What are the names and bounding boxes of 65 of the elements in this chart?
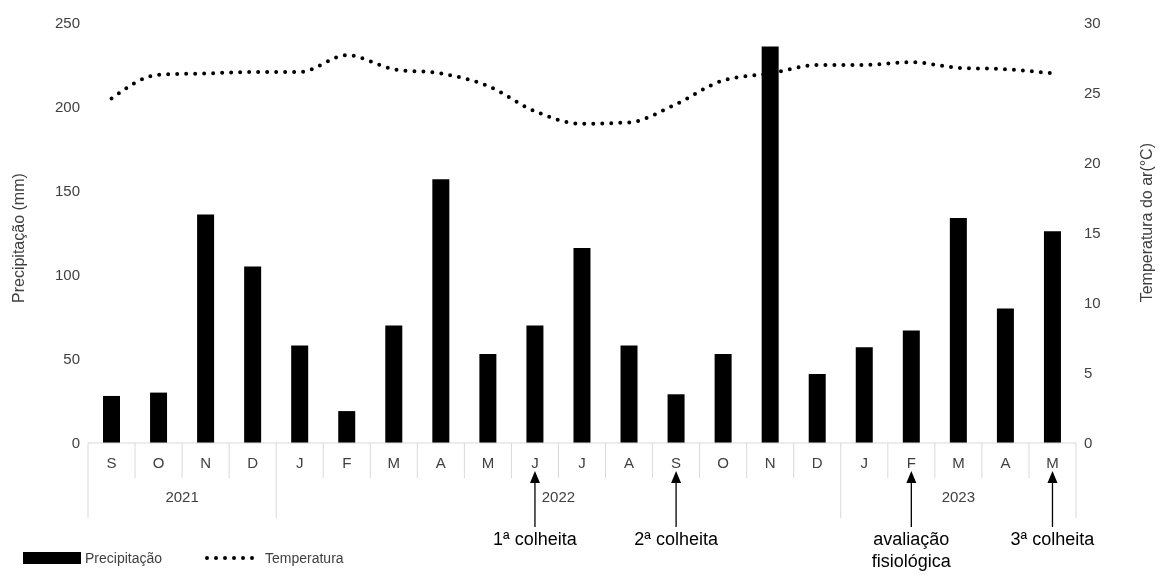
legend-label: Precipitação xyxy=(85,550,163,566)
x-tick-label: S xyxy=(106,453,117,471)
x-tick-label: M xyxy=(387,453,401,471)
y-tick-label: 200 xyxy=(54,98,80,116)
x-tick-label: M xyxy=(952,453,965,471)
y-tick-label: 0 xyxy=(71,434,80,452)
x-tick-label: F xyxy=(342,453,352,471)
y2-tick-label: 0 xyxy=(1084,434,1093,452)
x-tick-label: D xyxy=(247,453,259,471)
text: avaliação fisiológica xyxy=(870,528,952,572)
bar xyxy=(714,353,732,443)
x-tick-label: A xyxy=(435,453,446,471)
text: 2ª colheita xyxy=(633,528,719,550)
x-tick-label: M xyxy=(1046,453,1059,471)
y-tick-label: 50 xyxy=(63,350,80,368)
text: 2023 xyxy=(940,488,977,505)
y2-tick-label: 25 xyxy=(1084,84,1101,102)
y2-tick-label: 20 xyxy=(1084,154,1101,172)
bar xyxy=(244,266,262,443)
bar xyxy=(291,345,309,443)
bar xyxy=(667,394,685,443)
y2-tick-label: 5 xyxy=(1084,364,1093,382)
x-tick-label: F xyxy=(906,453,916,471)
text: 3ª colheita xyxy=(1009,528,1096,550)
y-axis-title: Precipitação (mm) xyxy=(9,173,27,303)
bar xyxy=(573,248,591,443)
bar xyxy=(996,308,1014,443)
x-tick-label: A xyxy=(1000,453,1011,471)
bar xyxy=(479,353,497,443)
bar xyxy=(949,217,967,443)
text: 2022 xyxy=(540,488,577,505)
bar xyxy=(902,330,920,443)
x-tick-label: M xyxy=(481,453,495,471)
bar xyxy=(1043,231,1061,443)
bar xyxy=(808,374,826,443)
x-tick-label: N xyxy=(764,453,776,471)
bar xyxy=(103,395,120,443)
x-tick-label: A xyxy=(624,453,635,471)
bar xyxy=(150,392,168,443)
text: 1ª colheita xyxy=(492,528,578,550)
bar xyxy=(197,214,215,443)
x-tick-label: J xyxy=(295,453,304,471)
y-tick-label: 150 xyxy=(54,182,80,200)
x-tick-label: J xyxy=(531,453,539,471)
x-tick-label: N xyxy=(200,453,212,471)
bar xyxy=(855,347,873,443)
bar xyxy=(432,179,450,443)
bar xyxy=(385,325,403,443)
y-tick-label: 250 xyxy=(54,14,80,32)
y2-tick-label: 30 xyxy=(1084,14,1101,32)
x-tick-label: D xyxy=(811,453,823,471)
y2-tick-label: 10 xyxy=(1084,294,1101,312)
x-tick-label: S xyxy=(671,453,682,471)
bar xyxy=(338,411,356,443)
y2-axis-title: Temperatura do ar(°C) xyxy=(1137,143,1155,303)
x-tick-label: O xyxy=(152,453,165,471)
bar xyxy=(526,325,544,443)
legend-label: Temperatura xyxy=(265,550,344,566)
x-tick-label: O xyxy=(717,453,729,471)
y2-tick-label: 15 xyxy=(1084,224,1101,242)
x-tick-label: J xyxy=(860,453,869,471)
x-tick-label: J xyxy=(578,453,586,471)
text: 2021 xyxy=(164,488,200,505)
y-tick-label: 100 xyxy=(54,266,80,284)
bar xyxy=(620,345,638,443)
